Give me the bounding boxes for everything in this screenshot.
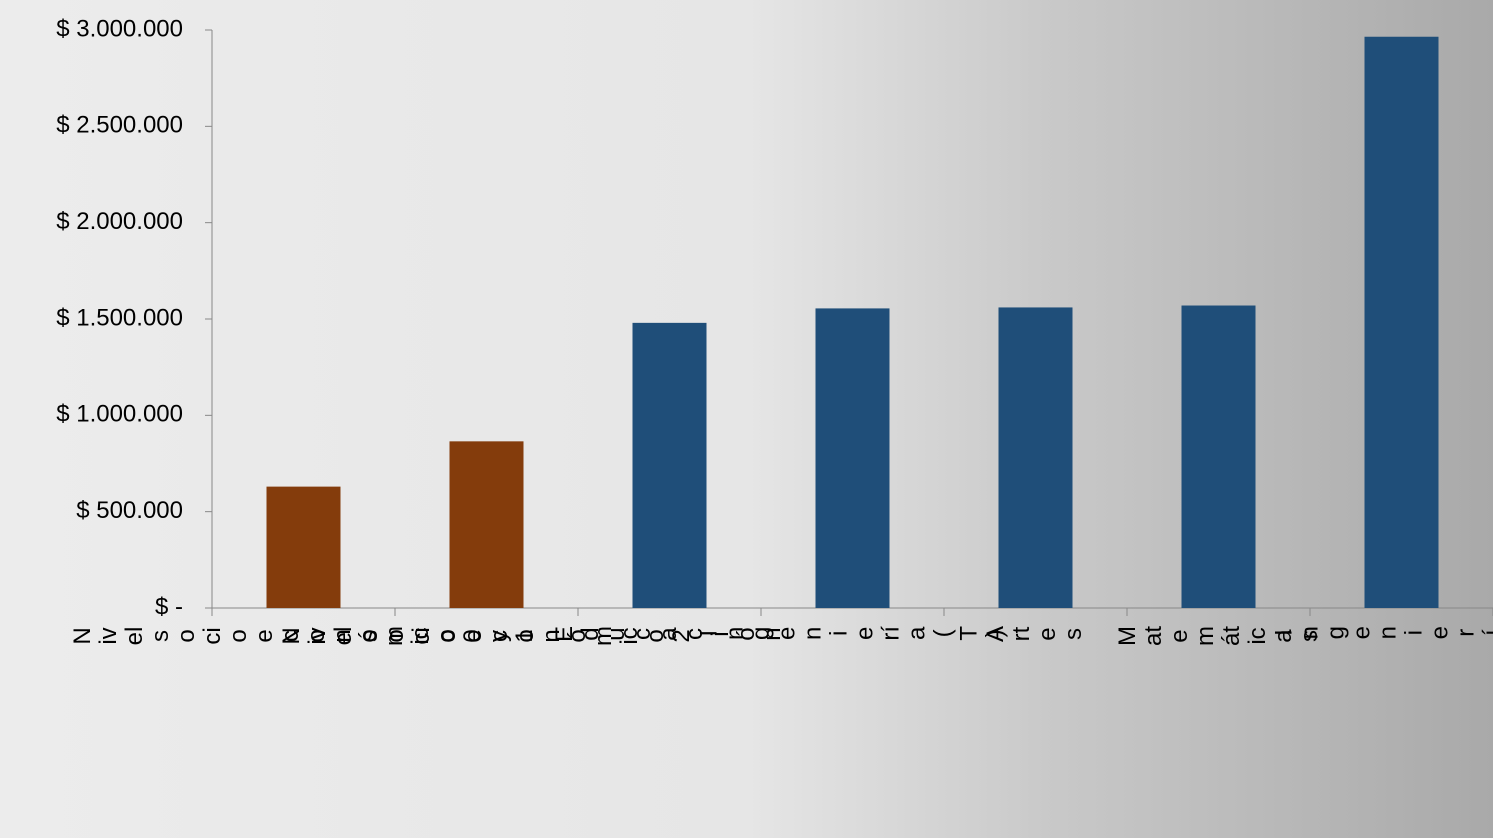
bar bbox=[1181, 305, 1256, 608]
bar bbox=[632, 322, 707, 608]
x-tick-label: Ingeniería bbox=[1270, 626, 1493, 640]
x-tick-label: Ingeniería (T) bbox=[695, 626, 1009, 641]
bar bbox=[815, 308, 890, 608]
y-tick-label: $ 2.500.000 bbox=[56, 112, 183, 139]
y-tick-label: $ 1.500.000 bbox=[56, 304, 183, 331]
x-tick-label: Artes bbox=[982, 626, 1088, 643]
y-tick-label: $ 3.000.000 bbox=[56, 15, 183, 42]
bar bbox=[266, 486, 341, 608]
y-tick-label: $ 1.000.000 bbox=[56, 401, 183, 428]
y-tick-label: $ 500.000 bbox=[76, 497, 183, 524]
y-tick-label: $ - bbox=[155, 593, 183, 620]
y-tick-label: $ 2.000.000 bbox=[56, 208, 183, 235]
bar bbox=[1364, 36, 1439, 608]
bar bbox=[998, 307, 1073, 608]
bar bbox=[449, 441, 524, 608]
